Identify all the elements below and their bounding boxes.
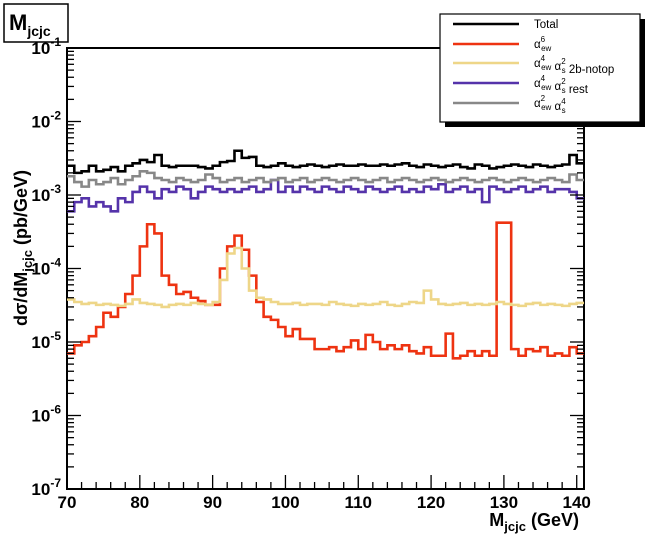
- legend-label: α4 ew α2 s 2b-notop: [534, 54, 614, 76]
- x-tick-label: 70: [58, 493, 77, 512]
- series-ew4s2_rest-line: [67, 178, 584, 213]
- legend-entry-ew4s2_rest: α4 ew α2 s rest: [453, 74, 589, 96]
- legend-label: α6 ew: [534, 35, 552, 53]
- x-tick-label: 120: [417, 493, 445, 512]
- x-axis-title: Mjcjc (GeV): [489, 510, 579, 534]
- legend-label: Total: [534, 19, 558, 31]
- legend-label: α2 ew α4 s: [534, 94, 566, 115]
- series-ew6-line: [67, 221, 584, 360]
- y-tick-label: 10-2: [31, 109, 61, 132]
- x-tick-label: 90: [203, 493, 222, 512]
- y-tick-label: 10-1: [31, 35, 61, 58]
- y-tick-label: 10-6: [31, 403, 61, 426]
- x-tick-label: 100: [271, 493, 299, 512]
- x-tick-label: 110: [345, 493, 372, 512]
- legend-label: α4 ew α2 s rest: [534, 74, 589, 96]
- legend-entry-ew6: α6 ew: [453, 35, 552, 53]
- legend-entry-total: Total: [453, 19, 558, 31]
- x-tick-labels: 70 80 90 100 110 120 130 140: [58, 493, 591, 512]
- x-tick-label: 130: [490, 493, 518, 512]
- series-total-line: [67, 149, 584, 175]
- y-tick-labels: 10-7 10-6 10-5 10-4 10-3 10-2 10-1: [31, 35, 61, 499]
- y-tick-label: 10-4: [31, 256, 61, 279]
- legend-entry-ew2s4: α2 ew α4 s: [453, 94, 566, 115]
- y-axis-title: dσ/dMjcjc (pb/GeV): [11, 170, 35, 326]
- chart-title-box: Mjcjc: [3, 3, 69, 43]
- chart-title: Mjcjc: [9, 10, 51, 39]
- title-box-border: [3, 3, 69, 43]
- legend-entry-ew4s2_2b: α4 ew α2 s 2b-notop: [453, 54, 614, 76]
- y-tick-label: 10-7: [31, 476, 61, 499]
- series-layer: [67, 149, 584, 360]
- x-tick-label: 140: [563, 493, 591, 512]
- y-tick-label: 10-5: [31, 329, 61, 352]
- y-tick-label: 10-3: [31, 182, 61, 205]
- series-ew2s4-line: [67, 170, 584, 188]
- x-tick-label: 80: [130, 493, 149, 512]
- series-ew4s2_2b-line: [67, 246, 584, 309]
